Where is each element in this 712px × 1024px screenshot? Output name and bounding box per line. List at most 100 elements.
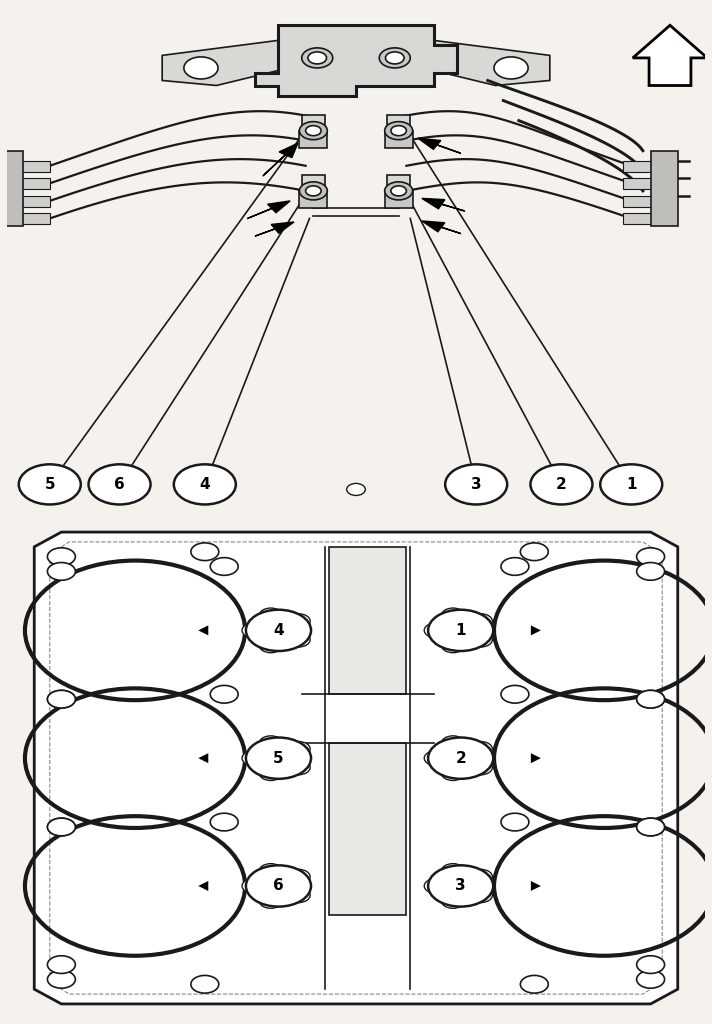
Circle shape bbox=[308, 52, 327, 63]
Polygon shape bbox=[162, 40, 278, 85]
Circle shape bbox=[268, 880, 289, 893]
Circle shape bbox=[191, 543, 219, 560]
Text: 6: 6 bbox=[114, 477, 125, 492]
Circle shape bbox=[385, 52, 404, 63]
Circle shape bbox=[469, 613, 493, 629]
Text: 2: 2 bbox=[556, 477, 567, 492]
Circle shape bbox=[246, 609, 311, 651]
Circle shape bbox=[287, 760, 310, 775]
Text: 2: 2 bbox=[455, 751, 466, 766]
Bar bbox=[302, 175, 325, 190]
Circle shape bbox=[48, 562, 75, 581]
Circle shape bbox=[191, 976, 219, 993]
Polygon shape bbox=[255, 26, 457, 95]
Text: 1: 1 bbox=[626, 477, 637, 492]
Circle shape bbox=[520, 543, 548, 560]
Bar bbox=[384, 190, 412, 209]
Text: 3: 3 bbox=[456, 879, 466, 894]
Circle shape bbox=[450, 880, 471, 893]
Circle shape bbox=[242, 879, 266, 893]
Bar bbox=[300, 190, 328, 209]
Circle shape bbox=[428, 609, 493, 651]
Circle shape bbox=[48, 818, 75, 836]
Circle shape bbox=[637, 818, 664, 836]
Circle shape bbox=[287, 888, 310, 902]
Circle shape bbox=[637, 971, 664, 988]
Text: 5: 5 bbox=[273, 751, 284, 766]
Bar bbox=[7, 196, 50, 207]
Text: 4: 4 bbox=[273, 623, 284, 638]
Circle shape bbox=[287, 632, 310, 647]
Circle shape bbox=[305, 126, 321, 135]
Circle shape bbox=[305, 185, 321, 196]
Text: 4: 4 bbox=[199, 477, 210, 492]
FancyArrow shape bbox=[248, 201, 290, 218]
Circle shape bbox=[88, 464, 150, 505]
Circle shape bbox=[469, 869, 493, 884]
Bar bbox=[624, 178, 666, 189]
Circle shape bbox=[428, 737, 493, 779]
Circle shape bbox=[242, 751, 266, 766]
Polygon shape bbox=[434, 40, 550, 85]
Bar bbox=[302, 115, 325, 131]
Circle shape bbox=[450, 624, 471, 637]
Bar bbox=[7, 213, 50, 224]
FancyArrow shape bbox=[263, 143, 298, 176]
Circle shape bbox=[637, 690, 664, 708]
Bar bbox=[384, 131, 412, 148]
Circle shape bbox=[347, 483, 365, 496]
Circle shape bbox=[428, 865, 493, 906]
Circle shape bbox=[287, 613, 310, 629]
Circle shape bbox=[259, 863, 283, 879]
Circle shape bbox=[391, 126, 407, 135]
Circle shape bbox=[302, 48, 333, 68]
FancyArrow shape bbox=[422, 199, 464, 211]
Circle shape bbox=[441, 608, 465, 623]
Circle shape bbox=[48, 690, 75, 708]
Circle shape bbox=[384, 122, 412, 139]
Circle shape bbox=[637, 690, 664, 708]
Circle shape bbox=[184, 57, 218, 79]
Circle shape bbox=[259, 766, 283, 780]
Circle shape bbox=[210, 813, 238, 830]
Bar bbox=[7, 161, 50, 172]
FancyArrow shape bbox=[418, 138, 461, 154]
Bar bbox=[651, 151, 678, 226]
Circle shape bbox=[300, 122, 328, 139]
Circle shape bbox=[501, 558, 529, 575]
Circle shape bbox=[246, 865, 311, 906]
Circle shape bbox=[268, 752, 289, 765]
Circle shape bbox=[259, 638, 283, 652]
Circle shape bbox=[48, 690, 75, 708]
Circle shape bbox=[19, 464, 80, 505]
Bar bbox=[7, 178, 50, 189]
Circle shape bbox=[441, 736, 465, 751]
Circle shape bbox=[48, 955, 75, 974]
Circle shape bbox=[424, 751, 447, 766]
Bar bbox=[329, 547, 407, 694]
Circle shape bbox=[259, 894, 283, 908]
Circle shape bbox=[637, 548, 664, 565]
Text: 6: 6 bbox=[273, 879, 284, 894]
Circle shape bbox=[379, 48, 410, 68]
Circle shape bbox=[637, 818, 664, 836]
Circle shape bbox=[469, 632, 493, 647]
Bar bbox=[624, 161, 666, 172]
Circle shape bbox=[268, 624, 289, 637]
Circle shape bbox=[48, 818, 75, 836]
Circle shape bbox=[530, 464, 592, 505]
Text: 1: 1 bbox=[456, 623, 466, 638]
Circle shape bbox=[424, 879, 447, 893]
Circle shape bbox=[501, 813, 529, 830]
Circle shape bbox=[600, 464, 662, 505]
FancyArrow shape bbox=[255, 222, 294, 237]
Circle shape bbox=[637, 562, 664, 581]
Circle shape bbox=[246, 737, 311, 779]
Circle shape bbox=[287, 869, 310, 884]
Bar bbox=[387, 175, 410, 190]
Circle shape bbox=[637, 955, 664, 974]
Circle shape bbox=[424, 623, 447, 638]
Circle shape bbox=[259, 736, 283, 751]
Polygon shape bbox=[633, 26, 707, 85]
Bar bbox=[300, 131, 328, 148]
